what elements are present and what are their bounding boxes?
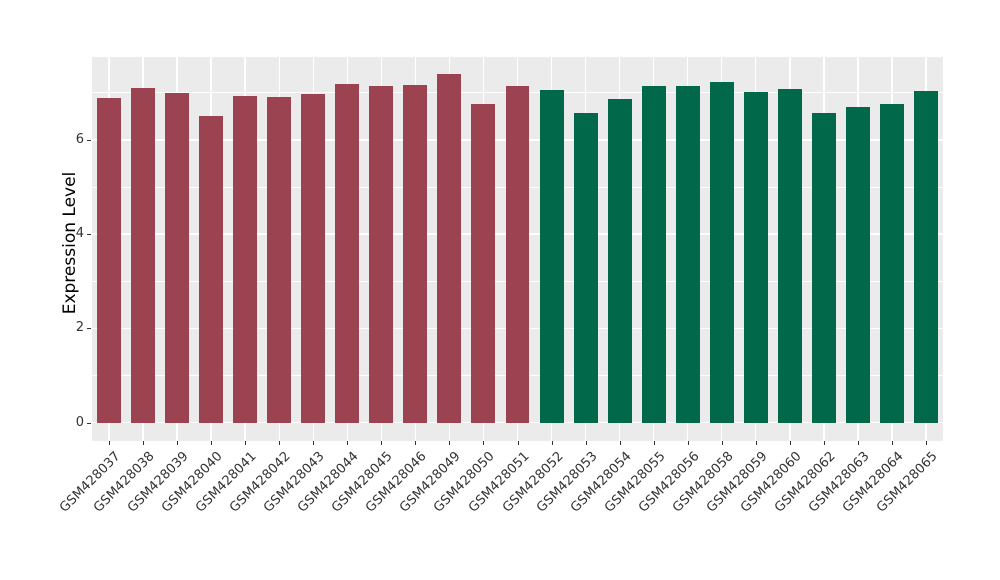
bar-GSM428040: [199, 116, 224, 423]
x-tick: [177, 441, 179, 445]
x-tick: [279, 441, 281, 445]
x-tick: [381, 441, 383, 445]
x-tick: [823, 441, 825, 445]
y-tick: [87, 139, 91, 141]
plot-panel: [92, 57, 943, 441]
x-tick: [857, 441, 859, 445]
bar-GSM428053: [573, 113, 598, 423]
bar-GSM428052: [539, 89, 564, 423]
y-tick: [87, 328, 91, 330]
y-tick: [87, 422, 91, 424]
bar-GSM428064: [879, 104, 904, 423]
y-tick: [87, 234, 91, 236]
x-tick: [143, 441, 145, 445]
bar-GSM428055: [641, 85, 666, 423]
x-tick: [585, 441, 587, 445]
x-tick: [925, 441, 927, 445]
bar-GSM428058: [709, 82, 734, 423]
bar-GSM428037: [97, 97, 121, 423]
x-tick: [789, 441, 791, 445]
bar-GSM428041: [233, 96, 258, 423]
x-tick: [687, 441, 689, 445]
x-tick-label: GSM428065: [873, 449, 941, 516]
x-tick: [483, 441, 485, 445]
bar-GSM428044: [335, 84, 360, 423]
bar-GSM428038: [131, 87, 156, 423]
bar-GSM428054: [607, 98, 632, 423]
x-tick: [653, 441, 655, 445]
x-tick: [347, 441, 349, 445]
x-tick: [517, 441, 519, 445]
bar-GSM428050: [471, 104, 496, 423]
x-tick: [245, 441, 247, 445]
x-tick: [721, 441, 723, 445]
x-tick: [313, 441, 315, 445]
bar-GSM428045: [369, 86, 394, 423]
bar-GSM428062: [811, 113, 836, 423]
y-axis-title: Expression Level: [60, 171, 80, 315]
bar-GSM428056: [675, 85, 700, 423]
bar-GSM428059: [743, 91, 768, 423]
y-tick-label: 0: [75, 414, 84, 430]
x-tick: [449, 441, 451, 445]
bar-GSM428065: [913, 91, 938, 423]
x-tick: [109, 441, 111, 445]
bar-GSM428060: [777, 88, 802, 423]
bar-GSM428051: [505, 85, 530, 423]
bar-GSM428063: [845, 106, 870, 423]
x-tick: [755, 441, 757, 445]
bar-GSM428049: [437, 73, 462, 423]
bar-GSM428046: [403, 85, 428, 423]
x-tick: [211, 441, 213, 445]
bar-GSM428042: [267, 96, 292, 423]
y-tick-label: 4: [75, 226, 84, 242]
x-tick: [551, 441, 553, 445]
bar-GSM428043: [301, 94, 326, 423]
x-tick: [891, 441, 893, 445]
y-tick-label: 2: [75, 320, 84, 336]
bar-GSM428039: [165, 93, 190, 423]
y-tick-label: 6: [75, 131, 84, 147]
x-tick: [619, 441, 621, 445]
x-tick: [415, 441, 417, 445]
